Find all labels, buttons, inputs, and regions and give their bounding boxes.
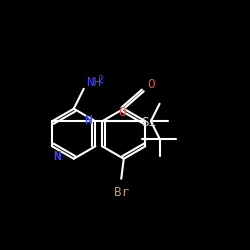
Text: 2: 2 [98, 75, 103, 85]
Text: O: O [148, 78, 155, 92]
Text: O: O [118, 106, 126, 119]
Text: N: N [53, 150, 61, 163]
Text: N: N [84, 114, 92, 126]
Text: Br: Br [114, 186, 129, 199]
Text: NH: NH [86, 76, 101, 89]
Text: Si: Si [141, 116, 156, 129]
